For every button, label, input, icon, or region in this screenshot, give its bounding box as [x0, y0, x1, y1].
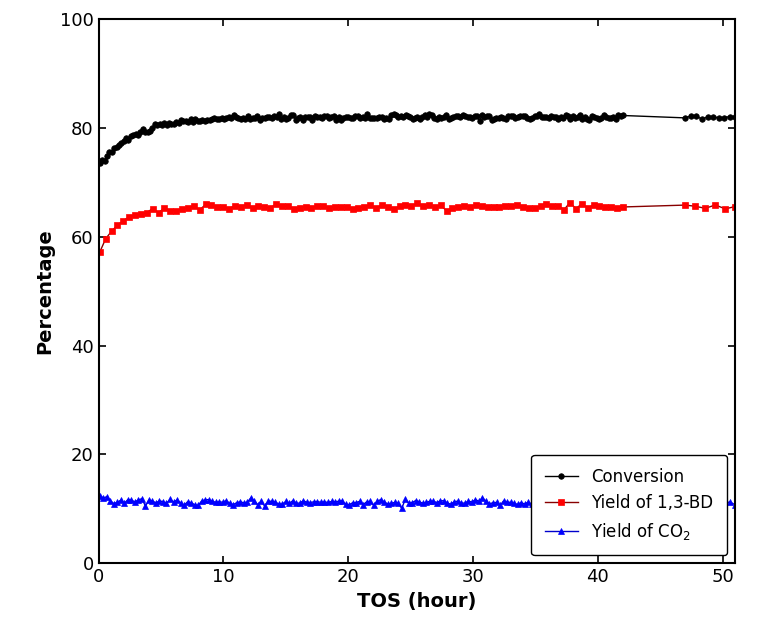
Yield of 1,3-BD [612, 205, 622, 212]
X-axis label: TOS (hour): TOS (hour) [357, 591, 477, 611]
Yield of CO$_2$ [397, 504, 406, 512]
Yield of CO$_2$ [208, 497, 217, 505]
Yield of CO$_2$ [96, 492, 105, 499]
Line: Yield of CO$_2$: Yield of CO$_2$ [97, 493, 738, 511]
Conversion [96, 159, 105, 166]
Yield of CO$_2$ [253, 501, 262, 509]
Conversion [196, 117, 205, 125]
Yield of 1,3-BD [395, 202, 404, 210]
Yield of 1,3-BD [96, 248, 105, 256]
Yield of 1,3-BD [337, 203, 346, 211]
Conversion [731, 113, 740, 121]
Yield of 1,3-BD [171, 207, 180, 214]
Line: Conversion: Conversion [97, 111, 738, 165]
Legend: Conversion, Yield of 1,3-BD, Yield of CO$_2$: Conversion, Yield of 1,3-BD, Yield of CO… [531, 454, 727, 555]
Conversion [530, 113, 539, 120]
Yield of CO$_2$ [460, 499, 469, 507]
Conversion [389, 110, 398, 118]
Y-axis label: Percentage: Percentage [36, 228, 55, 354]
Conversion [542, 113, 551, 121]
Line: Yield of 1,3-BD: Yield of 1,3-BD [97, 200, 738, 255]
Yield of CO$_2$ [731, 501, 740, 509]
Yield of CO$_2$ [408, 499, 417, 506]
Conversion [725, 113, 735, 120]
Conversion [604, 114, 613, 122]
Yield of 1,3-BD [377, 201, 387, 209]
Yield of CO$_2$ [692, 497, 701, 504]
Yield of 1,3-BD [565, 198, 575, 206]
Yield of 1,3-BD [731, 203, 740, 211]
Conversion [281, 115, 290, 123]
Yield of CO$_2$ [555, 496, 564, 504]
Yield of 1,3-BD [254, 202, 263, 210]
